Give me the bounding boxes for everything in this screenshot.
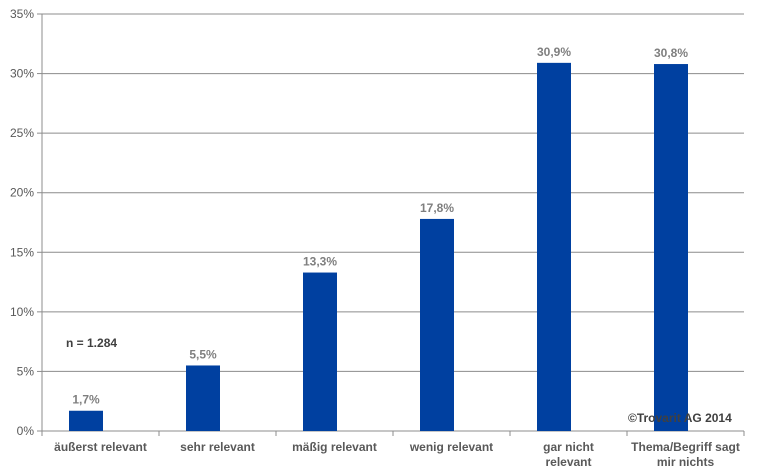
bar bbox=[537, 62, 571, 431]
x-category-label: äußerst relevant bbox=[54, 440, 147, 454]
y-tick-label: 25% bbox=[10, 126, 34, 140]
y-tick-label: 35% bbox=[10, 7, 34, 21]
bar bbox=[186, 365, 220, 431]
bar bbox=[420, 218, 454, 431]
gridlines bbox=[37, 13, 745, 436]
y-tick-label: 20% bbox=[10, 186, 34, 200]
y-tick-label: 15% bbox=[10, 245, 34, 259]
x-axis-categories: äußerst relevant sehr relevant mäßig relev… bbox=[54, 440, 740, 469]
data-labels: 1,7% 5,5% 13,3% 17,8% 30,9% 30,8% bbox=[72, 45, 688, 407]
data-label: 5,5% bbox=[189, 347, 217, 361]
y-tick-label: 5% bbox=[17, 364, 35, 378]
data-label: 17,8% bbox=[420, 201, 454, 215]
y-tick-label: 0% bbox=[17, 424, 35, 438]
bars bbox=[69, 62, 688, 431]
x-category-label: wenig relevant bbox=[409, 440, 493, 454]
x-category-label: gar nicht relevant bbox=[543, 440, 594, 469]
data-label: 30,9% bbox=[537, 45, 571, 59]
y-axis-ticks: 0% 5% 10% 15% 20% 25% 30% 35% bbox=[10, 7, 34, 438]
sample-size-note: n = 1.284 bbox=[66, 336, 117, 350]
data-label: 1,7% bbox=[72, 393, 100, 407]
data-label: 30,8% bbox=[654, 46, 688, 60]
bar bbox=[303, 272, 337, 431]
x-category-label: mäßig relevant bbox=[292, 440, 377, 454]
x-category-label: Thema/Begriff sagt mir nichts bbox=[631, 440, 740, 469]
bar bbox=[69, 410, 103, 431]
bar bbox=[654, 64, 688, 431]
y-tick-label: 30% bbox=[10, 67, 34, 81]
data-label: 13,3% bbox=[303, 255, 337, 269]
copyright-note: ©Trovarit AG 2014 bbox=[628, 411, 732, 425]
x-category-label: sehr relevant bbox=[180, 440, 255, 454]
y-tick-label: 10% bbox=[10, 305, 34, 319]
